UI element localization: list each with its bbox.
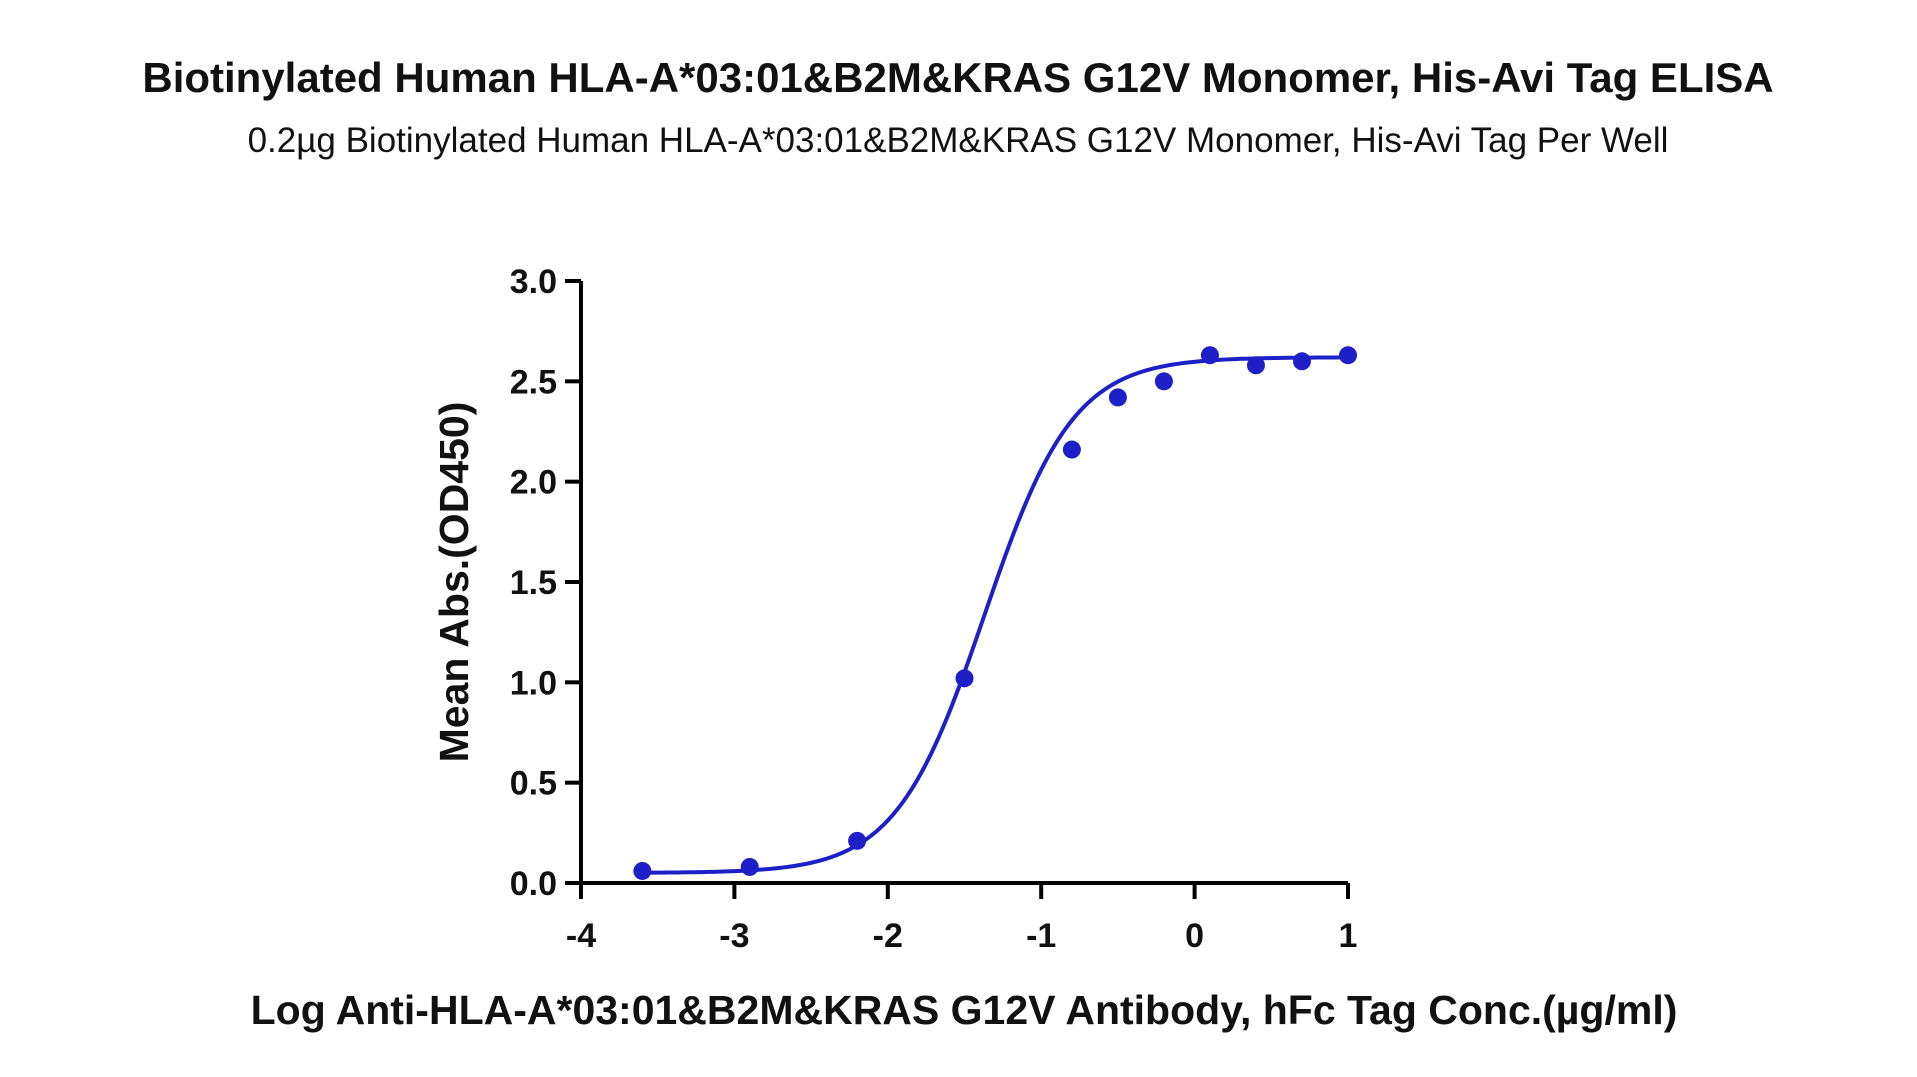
data-point <box>740 857 759 876</box>
fit-curve <box>642 355 1349 875</box>
plot-area: 0.0 0.5 1.0 1.5 2.0 2.5 3.0 -4 -3 -2 -1 0 1 <box>510 263 1358 955</box>
data-point <box>1246 356 1265 375</box>
data-point <box>1339 346 1357 365</box>
data-points <box>633 346 1357 880</box>
y-tick-label: 2.5 <box>510 363 557 401</box>
data-point <box>1154 372 1173 391</box>
y-axis-label: Mean Abs.(OD450) <box>431 402 477 763</box>
x-tick-label: -4 <box>566 917 596 955</box>
x-tick-label: -2 <box>873 917 903 955</box>
data-point <box>1062 440 1081 459</box>
x-tick-label: 1 <box>1339 917 1358 955</box>
y-tick-label: 2.0 <box>510 464 557 502</box>
y-tick-label: 3.0 <box>510 263 557 301</box>
y-tick-label: 0.5 <box>510 765 557 803</box>
x-tick-label: -1 <box>1026 917 1056 955</box>
chart-title: Biotinylated Human HLA-A*03:01&B2M&KRAS … <box>142 54 1773 101</box>
chart-subtitle: 0.2µg Biotinylated Human HLA-A*03:01&B2M… <box>248 121 1669 160</box>
x-tick-label: -3 <box>719 917 749 955</box>
data-point <box>633 861 652 880</box>
y-tick-label: 0.0 <box>510 865 557 903</box>
x-tick-label: 0 <box>1185 917 1204 955</box>
data-point <box>1200 346 1219 365</box>
data-point <box>955 669 974 688</box>
x-axis-ticks: -4 -3 -2 -1 0 1 <box>566 883 1358 955</box>
y-axis-ticks: 0.0 0.5 1.0 1.5 2.0 2.5 3.0 <box>510 263 581 903</box>
data-point <box>848 831 867 850</box>
y-tick-label: 1.5 <box>510 564 557 602</box>
data-point <box>1292 352 1311 371</box>
y-tick-label: 1.0 <box>510 664 557 702</box>
data-point <box>1108 388 1127 407</box>
x-axis-label: Log Anti-HLA-A*03:01&B2M&KRAS G12V Antib… <box>251 987 1678 1033</box>
